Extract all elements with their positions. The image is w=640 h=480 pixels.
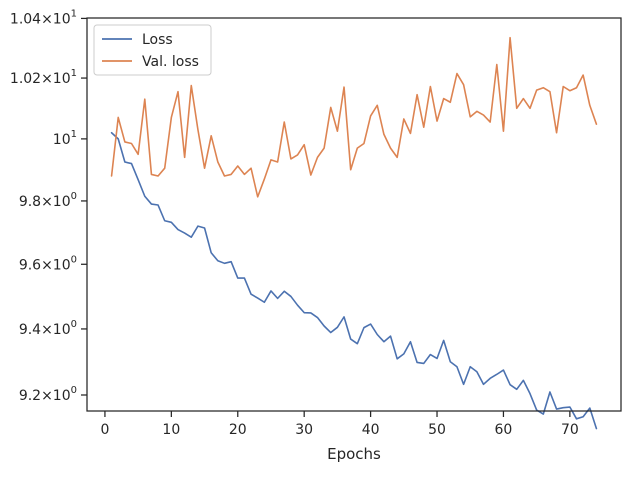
- x-tick-label: 40: [362, 422, 380, 438]
- x-tick-label: 10: [162, 422, 180, 438]
- x-tick-label: 70: [561, 422, 579, 438]
- x-tick-label: 0: [100, 422, 109, 438]
- series-line-loss: [110, 131, 598, 430]
- y-tick-label: 1.02×101: [10, 68, 77, 87]
- x-tick-label: 30: [295, 422, 313, 438]
- series-layer: [110, 36, 598, 430]
- legend-entry-val-loss: Val. loss: [142, 54, 199, 70]
- y-tick-label: 9.6×100: [19, 254, 77, 273]
- plot-frame: [86, 17, 622, 412]
- y-axis: 9.2×100 9.4×100 9.6×100 9.8×100 101 1.02×101 1…: [10, 8, 87, 404]
- x-axis-label: Epochs: [327, 445, 381, 463]
- y-tick-label: 9.8×100: [19, 191, 77, 210]
- series-line-val-loss: [110, 36, 598, 198]
- x-tick-label: 50: [428, 422, 446, 438]
- y-tick-label: 9.4×100: [19, 319, 77, 338]
- y-tick-label: 9.2×100: [19, 385, 77, 404]
- y-tick-label: 101: [53, 129, 77, 148]
- legend-entry-loss: Loss: [142, 32, 173, 48]
- y-tick-label: 1.04×101: [10, 8, 77, 27]
- legend-box: [93, 24, 212, 76]
- legend: Loss Val. loss: [93, 24, 212, 76]
- x-tick-label: 20: [229, 422, 247, 438]
- x-tick-label: 60: [495, 422, 513, 438]
- x-axis: 0 10 20 30 40 50 60 70: [100, 411, 579, 438]
